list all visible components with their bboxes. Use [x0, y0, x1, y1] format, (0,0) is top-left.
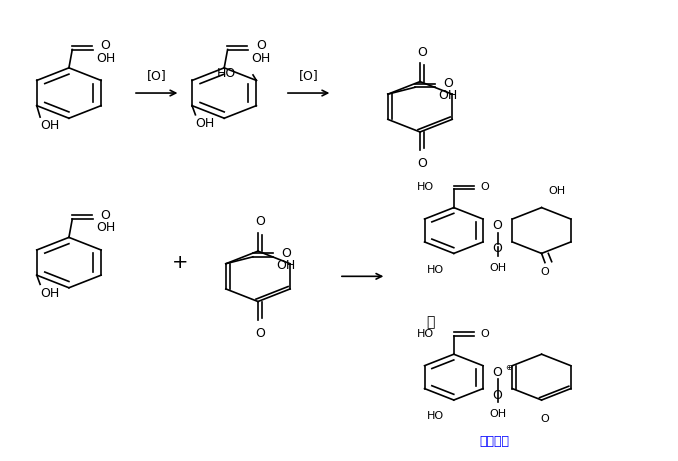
Text: O: O — [481, 329, 490, 339]
Text: O: O — [417, 157, 427, 170]
Text: ⊕: ⊕ — [506, 362, 513, 372]
Text: OH: OH — [489, 409, 506, 419]
Text: O: O — [493, 389, 502, 402]
Text: OH: OH — [489, 263, 506, 272]
Text: OH: OH — [439, 89, 458, 102]
Text: OH: OH — [96, 221, 115, 234]
Text: [O]: [O] — [299, 69, 319, 82]
Text: O: O — [281, 247, 291, 260]
Text: +: + — [172, 253, 188, 272]
Text: HO: HO — [426, 412, 443, 421]
Text: OH: OH — [96, 52, 115, 65]
Text: O: O — [417, 46, 427, 59]
Text: OH: OH — [40, 119, 60, 132]
Text: O: O — [493, 219, 502, 232]
Text: O: O — [493, 366, 502, 379]
Text: O: O — [256, 39, 266, 53]
Text: O: O — [540, 267, 549, 277]
Text: HO: HO — [416, 183, 433, 192]
Text: HO: HO — [426, 265, 443, 275]
Text: HO: HO — [416, 329, 433, 339]
Text: HO: HO — [217, 67, 236, 80]
Text: OH: OH — [252, 52, 271, 65]
Text: O: O — [255, 327, 265, 340]
Text: O: O — [493, 242, 502, 255]
Text: O: O — [255, 215, 265, 228]
Text: OH: OH — [549, 186, 565, 196]
Text: 或: 或 — [426, 315, 435, 329]
Text: O: O — [100, 39, 111, 53]
Text: O: O — [540, 414, 549, 424]
Text: 蓝至黑色: 蓝至黑色 — [479, 435, 509, 448]
Text: OH: OH — [195, 117, 215, 130]
Text: O: O — [100, 209, 111, 222]
Text: [O]: [O] — [147, 69, 167, 82]
Text: OH: OH — [40, 287, 60, 300]
Text: O: O — [443, 77, 453, 90]
Text: OH: OH — [277, 259, 296, 272]
Text: O: O — [481, 183, 490, 192]
